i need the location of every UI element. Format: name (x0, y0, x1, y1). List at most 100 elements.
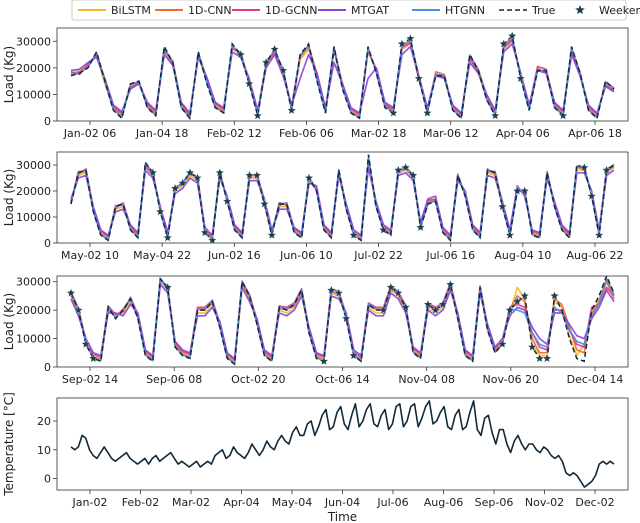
y-axis-label: Load (Kg) (2, 169, 16, 226)
weekend-point (378, 305, 389, 315)
x-tick-label: Aug-04 10 (494, 249, 551, 262)
weekend-point (549, 291, 560, 300)
x-tick-label: Aug-06 (424, 496, 463, 509)
weekend-point (430, 305, 441, 315)
weekend-point (386, 282, 396, 292)
x-tick-label: Dec-04 14 (567, 373, 624, 386)
legend-label: Weekend (599, 4, 640, 17)
legend-label: HTGNN (445, 4, 485, 17)
data-layer (70, 31, 615, 121)
plot-frame (56, 27, 629, 122)
x-tick-label: Sep-02 14 (62, 373, 118, 386)
x-tick-label: Jul-02 22 (353, 249, 403, 262)
x-tick-label: Nov-06 20 (483, 373, 540, 386)
x-tick-label: Nov-02 (525, 496, 564, 509)
weekend-point (148, 167, 158, 177)
weekend-point (397, 39, 407, 48)
weekend-point (507, 31, 517, 40)
x-tick-label: Feb-02 12 (207, 127, 262, 140)
weekend-point (185, 167, 195, 177)
legend-entry-1d-cnn: 1D-CNN (155, 4, 232, 17)
x-tick-label: Feb-06 06 (279, 127, 334, 140)
x-tick-label: Oct-02 20 (231, 373, 285, 386)
y-axis-label: Temperature [°C] (2, 392, 16, 497)
weekend-point (490, 110, 500, 120)
x-tick-label: Jul-06 (376, 496, 408, 509)
weekend-point (349, 350, 359, 360)
legend-label: 1D-CNN (188, 4, 232, 17)
x-tick-label: May-02 10 (61, 249, 119, 262)
y-tick-label: 0 (44, 237, 51, 250)
legend-entry-true: True (499, 4, 556, 17)
x-tick-label: Mar-02 (172, 496, 210, 509)
weekend-point (236, 49, 246, 59)
y-axis-label: Load (Kg) (2, 46, 16, 103)
y-tick-label: 30000 (16, 159, 51, 172)
weekend-point (88, 353, 98, 363)
weekend-point (334, 288, 344, 298)
weekend-point (341, 313, 351, 323)
legend-label: BiLSTM (111, 4, 151, 17)
series-line-true (70, 34, 615, 121)
legend-entry-htgnn: HTGNN (412, 4, 485, 17)
x-tick-label: May-04 (272, 496, 313, 509)
data-layer (66, 276, 615, 366)
weekend-point (319, 356, 329, 366)
x-tick-label: Jan-02 (72, 496, 108, 509)
weekend-point (253, 110, 263, 120)
y-tick-label: 20000 (16, 185, 51, 198)
panel-3: 0 10000 20000 30000 Sep-02 14 Sep-06 08 Oct-02… (2, 275, 629, 386)
x-tick-label: Sep-06 08 (146, 373, 202, 386)
weekend-point (163, 282, 173, 292)
x-tick-label: Jan-02 06 (63, 127, 116, 140)
weekend-point (177, 178, 188, 188)
weekend-point (163, 232, 173, 242)
weekend-point (520, 186, 530, 195)
weekend-point (267, 230, 277, 240)
x-axis-label: Time (327, 510, 357, 523)
weekend-point (422, 108, 432, 117)
series-line-1d-gcnn (70, 39, 615, 116)
x-tick-label: May-04 22 (133, 249, 191, 262)
series-line-mtgat (70, 43, 615, 114)
y-tick-label: 10000 (16, 211, 51, 224)
weekend-point (244, 78, 254, 88)
x-tick-label: Nov-04 08 (398, 373, 455, 386)
x-tick-label: Apr-04 06 (496, 127, 550, 140)
series-line-true (70, 276, 615, 366)
x-tick-label: Aug-06 22 (567, 249, 624, 262)
weekend-point (286, 105, 297, 115)
weekend-point (66, 288, 76, 298)
weekend-point (601, 165, 612, 175)
panel-2: 0 10000 20000 30000 May-02 10 May-04 22 Jun-02… (2, 151, 629, 262)
weekend-point (304, 173, 314, 182)
weekend-point (207, 235, 217, 243)
weekend-point (516, 73, 526, 83)
data-layer (70, 154, 615, 243)
y-tick-label: 10000 (16, 333, 51, 346)
panel-4: 0 10 20 Jan-02 Feb-02 Mar-02 Apr-04 May-04 Jun-0… (2, 392, 629, 523)
weekend-point (558, 110, 568, 120)
weekend-point (388, 108, 399, 117)
series-line-1d-cnn (70, 279, 615, 364)
legend: BiLSTM 1D-CNN 1D-GCNN MTGAT HTGNN True Weekend (71, 0, 640, 21)
weekend-point (326, 285, 336, 295)
weekend-point (259, 199, 270, 208)
weekend-point (594, 230, 604, 240)
legend-entry-1d-gcnn: 1D-GCNN (232, 4, 318, 17)
y-tick-label: 20 (37, 415, 51, 428)
x-tick-label: Jun-04 (324, 496, 360, 509)
legend-entry-mtgat: MTGAT (318, 4, 389, 17)
legend-frame (71, 0, 627, 21)
x-tick-label: Jun-02 16 (207, 249, 261, 262)
x-tick-label: Mar-02 18 (351, 127, 407, 140)
y-tick-label: 20000 (16, 62, 51, 75)
series-line-bilstm (70, 40, 615, 117)
weekend-point (269, 44, 280, 54)
legend-label: MTGAT (351, 4, 389, 17)
weekend-point (512, 296, 522, 306)
weekend-point (278, 65, 288, 75)
x-tick-label: Dec-02 (575, 496, 614, 509)
panel-1: 0 10000 20000 30000 Jan-02 06 Jan-04 18 Feb-02… (2, 27, 629, 140)
weekend-point (497, 201, 508, 211)
